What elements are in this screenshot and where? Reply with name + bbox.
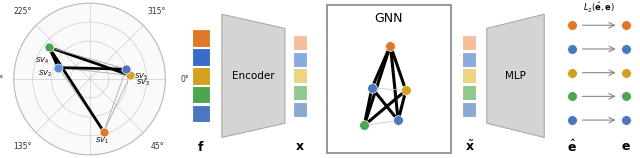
FancyBboxPatch shape — [463, 52, 476, 67]
FancyBboxPatch shape — [463, 101, 476, 116]
FancyBboxPatch shape — [192, 48, 210, 66]
Text: $SV_2$: $SV_2$ — [38, 69, 52, 79]
Text: $SV_4$: $SV_4$ — [35, 56, 49, 66]
FancyBboxPatch shape — [463, 68, 476, 83]
FancyBboxPatch shape — [463, 35, 476, 50]
FancyBboxPatch shape — [192, 105, 210, 122]
FancyBboxPatch shape — [293, 68, 307, 83]
Text: $\mathbf{f}$: $\mathbf{f}$ — [197, 140, 205, 154]
Text: Encoder: Encoder — [232, 71, 275, 81]
Text: $\hat{\mathbf{e}}$: $\hat{\mathbf{e}}$ — [567, 139, 577, 155]
FancyBboxPatch shape — [293, 85, 307, 100]
FancyBboxPatch shape — [293, 52, 307, 67]
Text: $SV_3$: $SV_3$ — [136, 78, 150, 88]
FancyBboxPatch shape — [327, 5, 451, 153]
Text: MLP: MLP — [505, 71, 526, 81]
FancyBboxPatch shape — [192, 86, 210, 103]
Text: GNN: GNN — [374, 12, 403, 25]
Text: $\mathbf{x}$: $\mathbf{x}$ — [295, 140, 305, 153]
Text: $L_2(\hat{\mathbf{e}}, \mathbf{e})$: $L_2(\hat{\mathbf{e}}, \mathbf{e})$ — [583, 1, 615, 15]
Text: $\tilde{\mathbf{x}}$: $\tilde{\mathbf{x}}$ — [465, 140, 474, 154]
Polygon shape — [487, 14, 544, 137]
FancyBboxPatch shape — [293, 101, 307, 116]
Text: $SV_5$: $SV_5$ — [134, 72, 148, 82]
FancyBboxPatch shape — [293, 35, 307, 50]
Text: $SV_1$: $SV_1$ — [95, 136, 109, 146]
Text: $\mathbf{e}$: $\mathbf{e}$ — [621, 140, 631, 153]
FancyBboxPatch shape — [192, 29, 210, 47]
FancyBboxPatch shape — [463, 85, 476, 100]
FancyBboxPatch shape — [192, 67, 210, 85]
Polygon shape — [222, 14, 285, 137]
